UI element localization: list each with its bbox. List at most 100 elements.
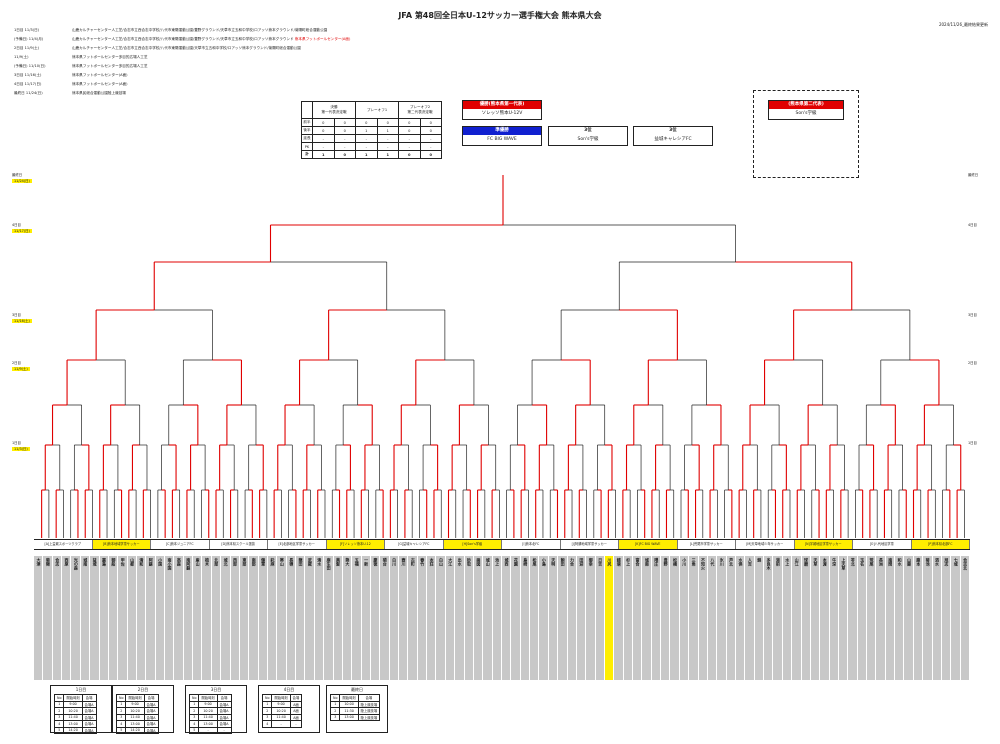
playoff-score-table: 決勝 第一代表決定戦 プレーオフ1 プレーオフ2 第二代表決定戦 前半 0 0 0 0 0 0 後半… [301, 101, 442, 159]
team-column: 託麻 [268, 556, 278, 680]
team-column: 益城 [90, 556, 100, 680]
venue-cell: 5 [115, 726, 127, 734]
venue-cell: 5 [188, 726, 200, 734]
team-strip: [A]上益城スポーツクラブ [B]熊本地域学童サッカー [C]熊本ジュニアFC [D]… [34, 539, 970, 550]
team-column: 芦北 [726, 556, 736, 680]
venue-cell: 4 [188, 720, 200, 728]
venue-cell: - [271, 720, 291, 728]
team-column: 旭志 [941, 556, 952, 680]
left-round-label: 2日目 11/9(土) [12, 360, 30, 372]
team-name: 東部 [242, 558, 248, 566]
team-column: 湯前 [773, 556, 783, 680]
team-column: 花園 [511, 556, 521, 680]
team-column: 健軍 [258, 556, 268, 680]
team-strip-cell: [G]益城キャレシアFC [385, 540, 444, 549]
team-name: 隈庄 [654, 558, 660, 566]
playoff-cell: - [333, 142, 356, 151]
team-column: 荒尾 [867, 556, 877, 680]
playoff-cell: 0 [355, 118, 378, 127]
venue-cell: 9:00 [125, 700, 145, 708]
venue-cell: 3 [115, 713, 127, 721]
playoff-cell: 計 [301, 150, 313, 159]
venue-cell: 2 [188, 707, 200, 715]
playoff-cell: - [355, 134, 378, 143]
team-column: 本渡 [820, 556, 830, 680]
team-column: 合志北 [960, 556, 970, 680]
team-name: 帯山 [279, 558, 285, 566]
team-column: 隈庄 [651, 556, 662, 680]
team-name: 銭塘 [616, 558, 622, 566]
team-name: 山都 [130, 558, 136, 566]
venue-row: 1 9:00 会場A [188, 700, 232, 708]
team-name: 出水 [457, 558, 463, 566]
team-column: 清水 [314, 556, 325, 680]
runner-up-team: FC BIG WAVE [487, 137, 517, 142]
team-name: 小国 [158, 558, 164, 566]
team-column: 北部 [211, 556, 222, 680]
team-column: 城北 [221, 556, 231, 680]
team-name: 豊野 [663, 558, 669, 566]
third-team-b: 益城キャレシアFC [654, 137, 692, 142]
team-column: 七城 [951, 556, 961, 680]
team-column: 南部 [249, 556, 259, 680]
team-column: 帯山 [277, 556, 287, 680]
venue-row: 5-- [188, 726, 232, 734]
team-column: 牛深 [829, 556, 839, 680]
team-column: 合志 [52, 556, 63, 680]
venue-cell: 会場A [143, 700, 159, 708]
team-name: 大江 [448, 558, 454, 566]
round-date: 11/16(土) [12, 318, 32, 324]
venue-cell: 9:00 [271, 700, 291, 708]
team-column: 天草 [810, 556, 821, 680]
team-column: 城山 [483, 556, 493, 680]
venue-cell: 13:00 [125, 720, 145, 728]
third-place-box-a: 3位 Son's学級 [548, 126, 628, 146]
team-column: 古町 [408, 556, 418, 680]
team-name: 上天草 [841, 558, 847, 570]
venue-table-box: 1日目 No 開始時刻 会場 1 9:00 会場A 2 10:20 会場A 3 11:40 会場A 4 13… [50, 685, 112, 734]
playoff-row: 前半 0 0 0 0 0 0 [301, 118, 442, 127]
team-name: 牛深 [832, 558, 838, 566]
team-name: 水上 [785, 558, 791, 566]
team-column: 御幸 [586, 556, 596, 680]
team-name: 北部 [214, 558, 220, 566]
second-rep-team: Son's学級 [795, 111, 817, 116]
team-name: 嘉島 [101, 558, 107, 566]
playoff-cell: 0 [398, 118, 421, 127]
venue-title: 最終日 [351, 687, 363, 692]
schedule-row: 2日目 11/9(土) 山鹿カルチャーセンター人工芝/合志市立西合志中学校/八代市… [14, 46, 301, 51]
playoff-cell: - [419, 142, 442, 151]
venue-cell: 11:40 [125, 713, 145, 721]
team-name: 城山 [485, 558, 491, 566]
venue-cell: No [188, 694, 200, 702]
venue-row: 5 14:20 会場A [53, 726, 97, 734]
team-strip-cell: [A]上益城スポーツクラブ [34, 540, 93, 549]
playoff-cell: PK [301, 142, 313, 151]
round-date-highlight: 11/17(日) [12, 229, 32, 233]
team-strip-cell: [J]阿蘇地域学童サッカー [561, 540, 619, 549]
team-name: 荒尾 [869, 558, 875, 566]
team-name: 杉上 [626, 558, 632, 566]
venue-cell: 3 [329, 713, 341, 721]
team-name: 黒髪 [335, 558, 341, 566]
playoff-cell: - [376, 142, 399, 151]
venue-cell: 11:40 [271, 713, 291, 721]
team-name: 御船 [111, 558, 117, 566]
playoff-header-cell: 決勝 第一代表決定戦 [312, 101, 356, 119]
venue-row: 3 13:00 陸上競技場 [329, 713, 381, 721]
venue-cell: No [115, 694, 127, 702]
team-name: 春竹 [420, 558, 426, 566]
round-name: 最終日 [12, 173, 23, 177]
venue-cell: 11:40 [198, 713, 218, 721]
schedule-row: 1日目 11/3(日) 山鹿カルチャーセンター人工芝/合志市立西合志中学校/八代市… [14, 28, 327, 33]
venue-cell: 9:00 [198, 700, 218, 708]
team-name: 天明 [551, 558, 557, 566]
schedule-day: (予備日) 11/10(日) [14, 64, 46, 68]
venue-cell: 9:00 [63, 700, 83, 708]
team-column: 上天草 [838, 556, 849, 680]
schedule-day: 最終日 11/24(日) [14, 91, 43, 95]
team-column: 壺川 [399, 556, 409, 680]
venue-cell: 13:00 [339, 713, 359, 721]
venue-row: No 開始時刻 会場 [329, 694, 381, 702]
